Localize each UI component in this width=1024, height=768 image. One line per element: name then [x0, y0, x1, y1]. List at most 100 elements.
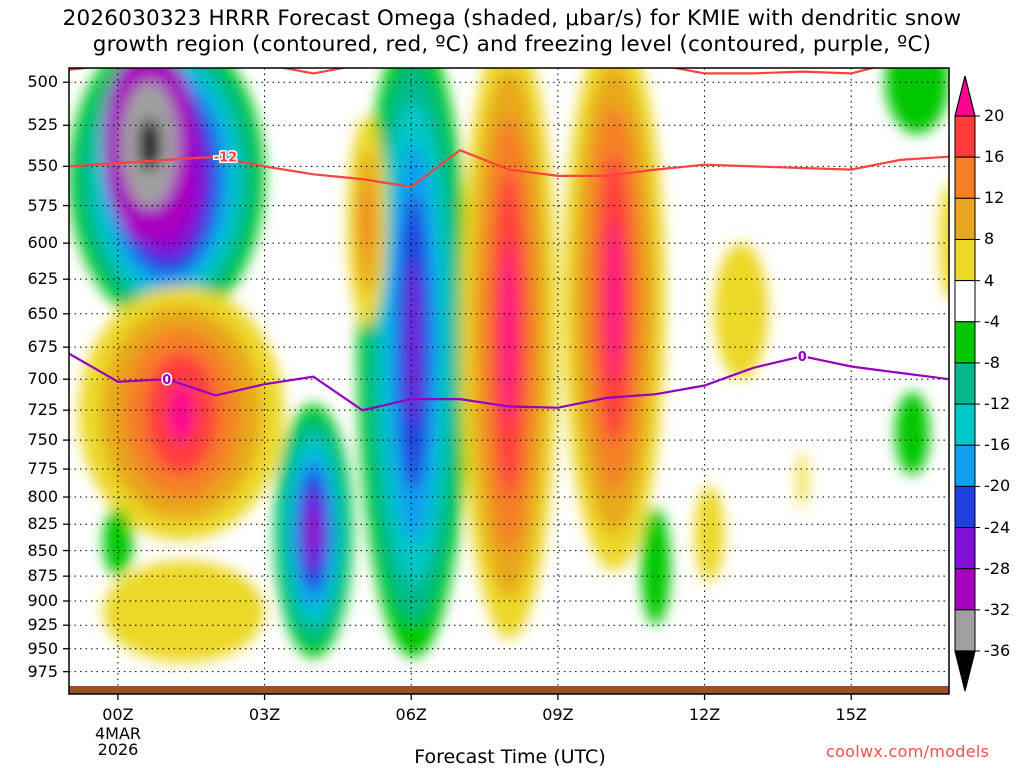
sinking-column-05z: [347, 116, 387, 328]
omega-contour-band: [797, 451, 808, 509]
x-tick-label: 00Z: [102, 705, 134, 724]
plot-frame: [68, 67, 950, 695]
colorbar-tick-label: -20: [984, 476, 1011, 496]
y-tick-label: 925: [27, 615, 58, 635]
y-tick-label: 750: [27, 430, 58, 450]
ascent-grey-rim: [103, 68, 197, 244]
colorbar-tick-label: -32: [984, 599, 1011, 619]
ascent-column-06z: [357, 68, 470, 658]
omega-field: [69, 68, 949, 663]
colorbar-tick-label: -24: [984, 517, 1011, 537]
sinking-lobe-left-low: [103, 560, 265, 663]
y-tick-label: 900: [27, 591, 58, 610]
ascent-blob-16z: [895, 391, 930, 475]
omega-contour-band: [939, 183, 949, 299]
y-tick-label: 775: [27, 459, 58, 479]
colorbar-tick-label: -12: [984, 394, 1011, 414]
dgz-upper-contour: [69, 68, 877, 75]
colorbar-bottom-arrow: [954, 650, 976, 692]
colorbar-swatch: [954, 403, 976, 446]
omega-contour-band: [502, 243, 516, 424]
colorbar-swatch: [954, 527, 976, 570]
y-tick-label: 675: [27, 337, 58, 357]
credit-text: coolwx.com/models: [826, 742, 990, 761]
dgz-lower-contour: [69, 148, 949, 189]
x-date-year: 2026: [97, 740, 139, 759]
colorbar-swatch: [954, 444, 976, 487]
colorbar-swatch: [954, 197, 976, 240]
colorbar-tick-label: 16: [984, 147, 1005, 167]
x-tick-label: 15Z: [835, 705, 867, 724]
colorbar-tick-label: 12: [984, 188, 1005, 208]
omega-contour-band: [607, 219, 621, 380]
omega-contour-band: [694, 485, 725, 582]
dgz-contour-label: -12: [214, 151, 238, 166]
ascent-blob-11z: [641, 508, 671, 626]
omega-contour-band: [407, 260, 420, 426]
sinking-lobe-left: [78, 286, 285, 541]
y-tick-label: 825: [27, 514, 58, 534]
temperature-contours: -12 0 0: [69, 68, 949, 412]
chart-title-line-2: growth region (contoured, red, ºC) and f…: [92, 32, 932, 57]
colorbar-swatch: [954, 568, 976, 611]
omega-contour-band: [714, 243, 769, 380]
colorbar: [954, 75, 980, 692]
y-tick-label: 600: [27, 233, 58, 253]
y-tick-label: 625: [27, 269, 58, 289]
x-tick-label: 06Z: [395, 705, 427, 724]
colorbar-tick-label: -16: [984, 435, 1011, 455]
sinking-blob-12z: [694, 485, 725, 582]
y-tick-label: 525: [27, 115, 58, 135]
y-tick-label: 500: [27, 72, 58, 92]
y-tick-label: 650: [27, 303, 58, 323]
omega-contour-band: [168, 382, 195, 444]
y-tick-label: 975: [27, 661, 58, 681]
freezing-contour-label: 0: [162, 373, 171, 388]
colorbar-swatch: [954, 238, 976, 282]
x-tick-label: 09Z: [542, 705, 574, 724]
colorbar-swatch: [954, 362, 976, 405]
ground-band: [69, 686, 949, 694]
y-tick-label: 550: [27, 156, 58, 176]
colorbar-top-arrow: [954, 75, 976, 117]
omega-contour-band: [309, 512, 318, 550]
y-tick-label: 725: [27, 400, 58, 420]
sinking-blob-17z: [939, 183, 949, 299]
colorbar-tick-label: -36: [984, 641, 1011, 660]
y-tick-label: 850: [27, 540, 58, 560]
freezing-level-contour: [69, 352, 949, 412]
colorbar-tick-label: 4: [984, 270, 995, 290]
grid-lines: [69, 68, 949, 694]
y-tick-label: 800: [27, 487, 58, 507]
colorbar-swatch: [954, 485, 976, 529]
omega-contour-band: [895, 391, 930, 475]
y-tick-label: 875: [27, 566, 58, 586]
ascent-column-04z: [274, 404, 353, 658]
y-tick-label: 575: [27, 195, 58, 215]
colorbar-swatch: [954, 609, 976, 652]
colorbar-tick-label: -4: [984, 311, 1000, 331]
colorbar-swatch: [954, 115, 976, 158]
ascent-blob-16z-upper: [885, 68, 949, 134]
colorbar-swatch: [954, 280, 976, 323]
x-axis-title: Forecast Time (UTC): [414, 746, 606, 768]
omega-contour-band: [885, 68, 949, 134]
sinking-blob-13z: [714, 243, 769, 380]
y-tick-label: 950: [27, 638, 58, 658]
colorbar-tick-label: -8: [984, 352, 1000, 372]
colorbar-tick-label: -28: [984, 558, 1011, 578]
colorbar-tick-label: 8: [984, 229, 995, 249]
sinking-column-08z: [460, 68, 558, 640]
omega-contour-band: [362, 189, 372, 255]
x-tick-label: 03Z: [248, 705, 281, 724]
x-tick-label: 12Z: [688, 705, 721, 724]
omega-contour-band: [641, 508, 671, 626]
y-tick-label: 700: [27, 369, 58, 389]
axes-ticks: [63, 81, 852, 700]
freezing-contour-label: 0: [798, 350, 807, 365]
colorbar-swatch: [954, 156, 976, 199]
chart-title-line-1: 2026030323 HRRR Forecast Omega (shaded, …: [62, 6, 962, 31]
omega-contour-band: [103, 560, 265, 663]
colorbar-tick-label: 20: [984, 106, 1005, 125]
